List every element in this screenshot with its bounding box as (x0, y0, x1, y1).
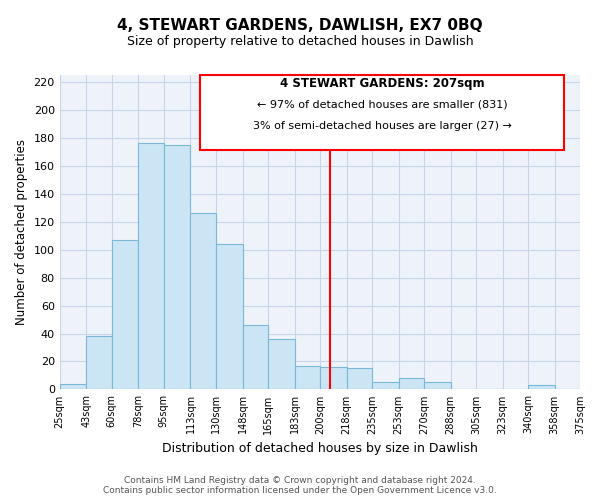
Bar (398, 378, 424, 390)
Bar (528, 385, 555, 390)
Text: 4 STEWART GARDENS: 207sqm: 4 STEWART GARDENS: 207sqm (280, 78, 485, 90)
Text: ← 97% of detached houses are smaller (831): ← 97% of detached houses are smaller (83… (257, 99, 508, 109)
Text: Size of property relative to detached houses in Dawlish: Size of property relative to detached ho… (127, 35, 473, 48)
Bar (424, 382, 451, 390)
Bar (190, 214, 216, 390)
Text: Contains HM Land Registry data © Crown copyright and database right 2024.
Contai: Contains HM Land Registry data © Crown c… (103, 476, 497, 495)
Bar (112, 240, 139, 390)
Bar (139, 144, 164, 390)
Bar (242, 325, 268, 390)
Text: 4, STEWART GARDENS, DAWLISH, EX7 0BQ: 4, STEWART GARDENS, DAWLISH, EX7 0BQ (117, 18, 483, 32)
X-axis label: Distribution of detached houses by size in Dawlish: Distribution of detached houses by size … (162, 442, 478, 455)
Bar (86, 336, 112, 390)
Bar (372, 382, 398, 390)
Bar (268, 339, 295, 390)
Bar (59, 384, 86, 390)
Y-axis label: Number of detached properties: Number of detached properties (15, 139, 28, 325)
Bar (216, 244, 242, 390)
Bar (164, 145, 190, 390)
Bar (347, 368, 372, 390)
Bar (295, 366, 320, 390)
Bar (320, 367, 347, 390)
Text: 3% of semi-detached houses are larger (27) →: 3% of semi-detached houses are larger (2… (253, 120, 512, 130)
